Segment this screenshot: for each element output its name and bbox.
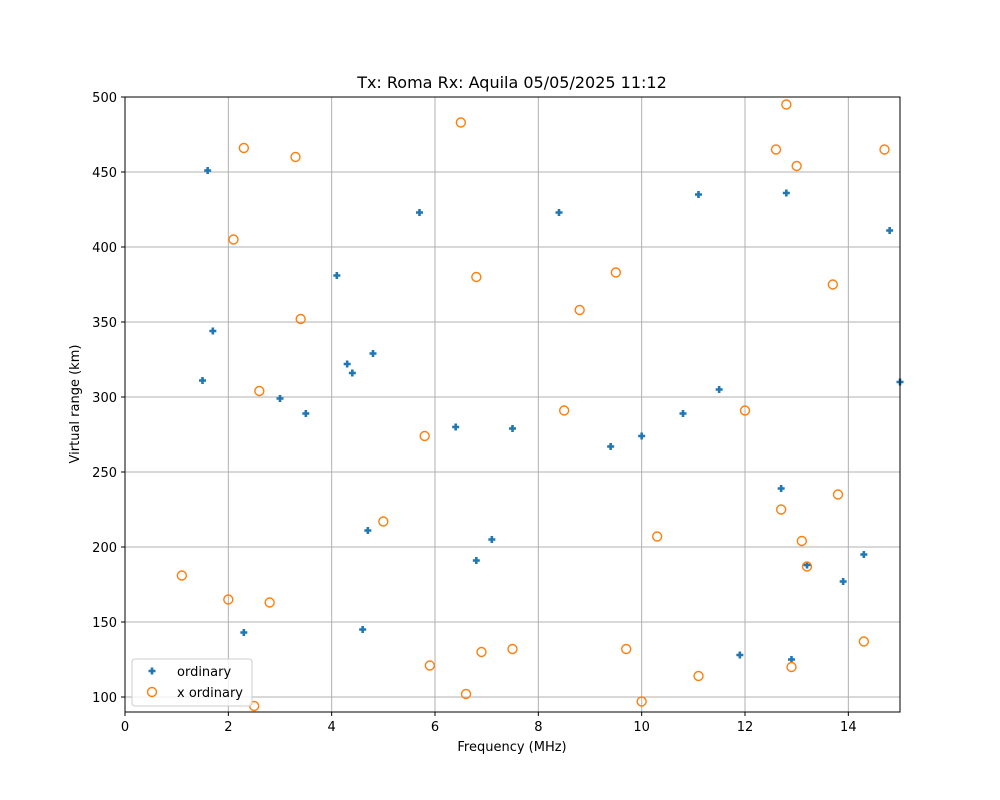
circle-marker-icon [781, 99, 792, 110]
circle-marker-icon [786, 661, 797, 673]
x-tick-label: 4 [328, 720, 336, 735]
plus-marker-icon [695, 191, 702, 198]
x-tick-label: 0 [121, 720, 129, 735]
series-ordinary [199, 167, 904, 663]
legend-label-ordinary: ordinary [177, 665, 231, 680]
circle-marker-icon [558, 405, 570, 416]
plus-marker-icon [199, 377, 206, 384]
circle-marker-icon [378, 516, 389, 527]
plus-marker-icon [736, 651, 744, 659]
plus-marker-icon [777, 485, 785, 492]
x-tick-label: 8 [534, 720, 542, 735]
y-tick-label: 200 [92, 541, 117, 556]
plus-marker-icon [209, 327, 217, 335]
plus-marker-icon [343, 360, 351, 368]
circle-marker-icon [610, 267, 622, 278]
plus-marker-icon [839, 578, 847, 585]
plus-marker-icon [359, 626, 367, 633]
plus-marker-icon [302, 410, 310, 417]
circle-marker-icon [651, 531, 663, 542]
circle-marker-icon [290, 151, 301, 163]
y-axis-ticks: 100 150 200 250 300 350 400 450 500 [92, 91, 125, 706]
grid-lines [125, 97, 900, 712]
circle-marker-icon [228, 234, 239, 245]
y-tick-label: 250 [92, 466, 117, 481]
circle-marker-icon [223, 594, 234, 605]
circle-marker-icon [770, 144, 782, 155]
circle-marker-icon [827, 279, 839, 290]
plus-marker-icon [416, 209, 423, 216]
circle-marker-icon [176, 570, 188, 581]
legend-box [131, 658, 253, 707]
plus-marker-icon [488, 536, 496, 543]
circle-marker-icon [238, 142, 250, 154]
circle-marker-icon [295, 313, 306, 325]
x-tick-label: 12 [737, 720, 754, 735]
circle-marker-icon [858, 636, 870, 647]
y-tick-label: 150 [92, 616, 117, 631]
circle-marker-icon [507, 643, 518, 655]
circle-marker-icon [832, 489, 844, 500]
circle-marker-icon [476, 646, 487, 658]
plus-marker-icon [369, 350, 377, 357]
circle-marker-icon [801, 561, 813, 572]
x-axis-ticks: 0 2 4 6 8 10 12 14 [121, 712, 857, 735]
plus-marker-icon [509, 425, 516, 432]
circle-marker-icon [693, 670, 704, 682]
plus-marker-icon [679, 410, 687, 417]
series-x-ordinary [176, 99, 890, 712]
x-tick-label: 14 [840, 720, 857, 735]
x-tick-label: 10 [633, 720, 650, 735]
circle-marker-icon [791, 160, 802, 172]
circle-marker-icon [419, 430, 430, 442]
y-tick-label: 350 [92, 316, 117, 331]
plus-marker-icon [638, 432, 646, 440]
plus-marker-icon [472, 557, 480, 564]
circle-marker-icon [574, 304, 585, 316]
circle-marker-icon [424, 660, 436, 671]
plus-marker-icon [276, 395, 284, 402]
y-tick-label: 300 [92, 391, 117, 406]
plus-marker-icon [555, 209, 563, 216]
plus-marker-icon [860, 551, 868, 558]
circle-marker-icon [455, 117, 467, 128]
circle-marker-icon [636, 696, 647, 707]
circle-marker-icon [879, 144, 890, 155]
plus-marker-icon [782, 189, 790, 197]
plus-marker-icon [886, 227, 894, 234]
y-tick-label: 100 [92, 691, 117, 706]
plus-marker-icon [333, 272, 341, 279]
plot-frame [124, 96, 901, 713]
plus-marker-icon [240, 629, 248, 636]
circle-marker-icon [254, 385, 265, 397]
plus-marker-icon [715, 386, 723, 393]
plus-marker-icon [204, 167, 212, 174]
legend-label-x-ordinary: x ordinary [177, 686, 243, 701]
y-axis-label: Virtual range (km) [68, 345, 83, 464]
plus-marker-icon [364, 527, 372, 534]
plus-marker-icon [607, 443, 615, 450]
circle-marker-icon [460, 688, 472, 700]
legend-marker-ordinary-icon [148, 667, 156, 675]
circle-marker-icon [620, 643, 632, 655]
chart-title: Tx: Roma Rx: Aquila 05/05/2025 11:12 [356, 73, 667, 92]
circle-marker-icon [775, 504, 787, 515]
legend-marker-x-ordinary-icon [146, 686, 158, 698]
plus-marker-icon [452, 423, 460, 431]
circle-marker-icon [471, 271, 482, 283]
circle-marker-icon [264, 597, 275, 608]
data-points [176, 99, 904, 712]
legend: ordinary x ordinary [131, 658, 253, 707]
x-tick-label: 6 [431, 720, 439, 735]
y-tick-label: 450 [92, 166, 117, 181]
y-tick-label: 500 [92, 91, 117, 106]
x-axis-label: Frequency (MHz) [457, 740, 566, 755]
circle-marker-icon [739, 405, 751, 416]
y-tick-label: 400 [92, 241, 117, 256]
circle-marker-icon [796, 535, 808, 547]
x-tick-label: 2 [224, 720, 232, 735]
plus-marker-icon [348, 369, 356, 377]
